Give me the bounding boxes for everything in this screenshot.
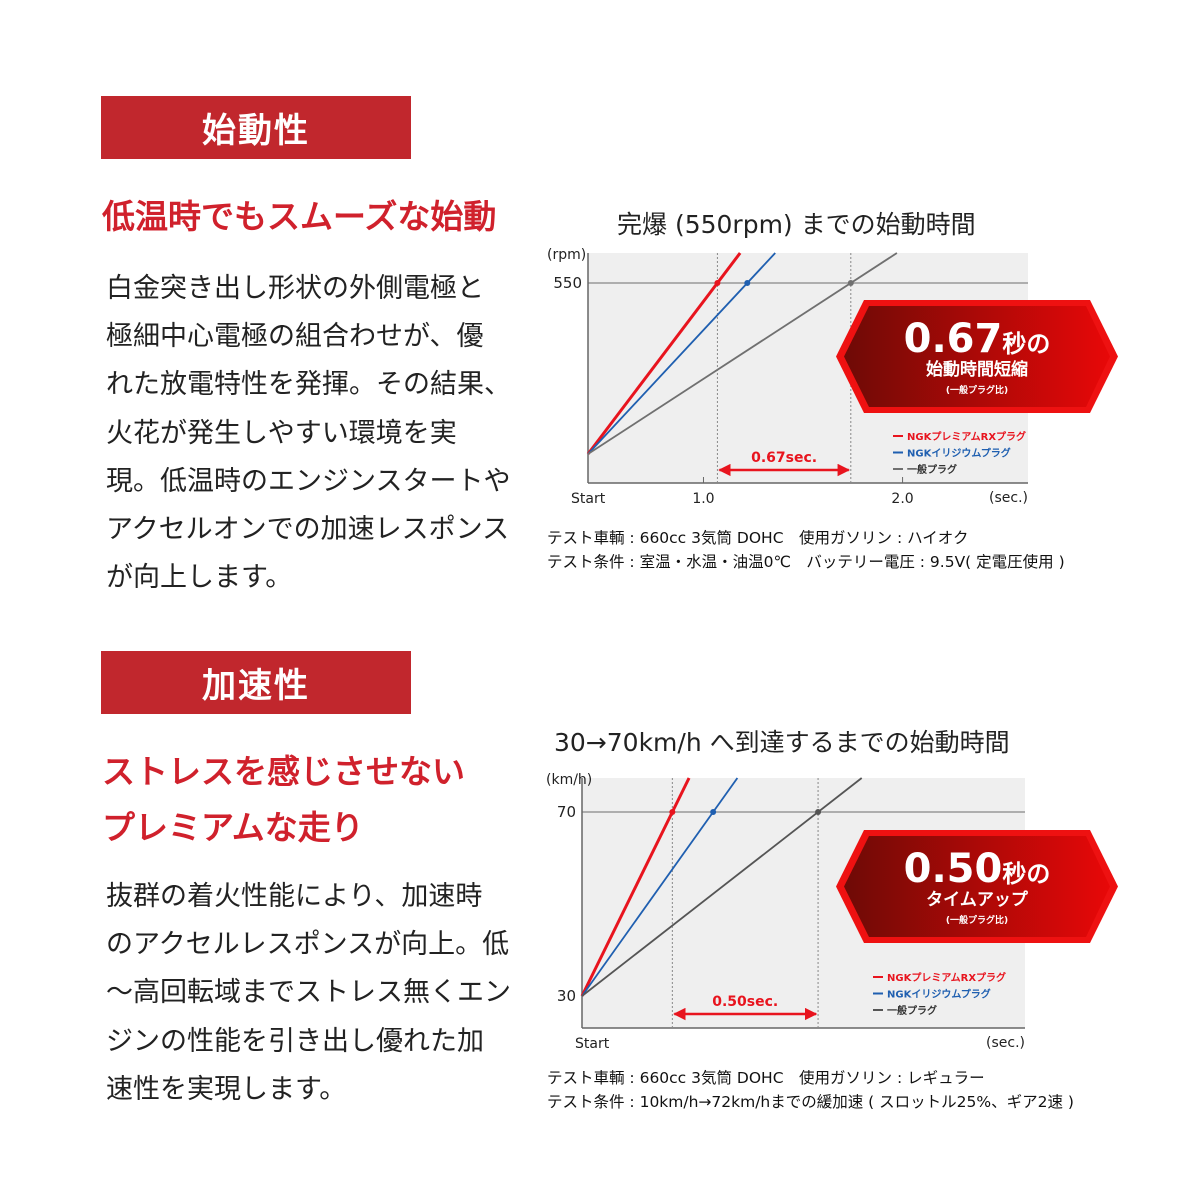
section-header-starting: 始動性 xyxy=(101,96,411,159)
body-line: 現。低温時のエンジンスタートや xyxy=(106,465,511,497)
body-line: が向上します。 xyxy=(106,562,293,594)
series-point-1 xyxy=(710,809,717,815)
body-line: れた放電特性を発揮。その結果、 xyxy=(106,369,511,401)
badge-inner xyxy=(844,836,1110,937)
section-header-acceleration: 加速性 xyxy=(101,651,411,714)
series-point-0 xyxy=(669,809,676,815)
legend-label: NGKプレミアムRXプラグ xyxy=(907,430,1026,443)
test-notes: テスト車輌 : 660cc 3気筒 DOHC 使用ガソリン : ハイオク テスト… xyxy=(547,526,1065,574)
series-line-2 xyxy=(587,252,898,455)
note-line: テスト車輌 : 660cc 3気筒 DOHC 使用ガソリン : ハイオク xyxy=(547,529,969,547)
test-notes: テスト車輌 : 660cc 3気筒 DOHC 使用ガソリン : レギュラー テス… xyxy=(547,1066,1074,1114)
body-line: ～高回転域までストレス無くエン xyxy=(106,977,511,1009)
section-subtitle: ストレスを感じさせない プレミアムな走り xyxy=(102,744,465,856)
series-point-1 xyxy=(744,280,751,286)
subtitle-line: ストレスを感じさせない xyxy=(102,752,465,791)
x-axis-label: (sec.) xyxy=(989,490,1028,506)
x-tick-label: 1.0 xyxy=(692,491,714,507)
y-tick-label: 30 xyxy=(557,987,576,1005)
badge-inner xyxy=(844,306,1110,407)
note-line: テスト条件 : 室温・水温・油温0℃ バッテリー電圧 : 9.5V( 定電圧使用… xyxy=(547,553,1065,571)
series-line-1 xyxy=(587,252,776,455)
legend-label: NGKプレミアムRXプラグ xyxy=(887,971,1006,984)
badge-subline: タイムアップ xyxy=(926,889,1029,910)
body-line: ジンの性能を引き出し優れた加 xyxy=(106,1025,484,1057)
legend-label: 一般プラグ xyxy=(907,463,957,476)
legend-label: 一般プラグ xyxy=(887,1004,937,1017)
series-line-0 xyxy=(586,252,742,455)
x-tick-label: 2.0 xyxy=(891,491,913,507)
body-line: 火花が発生しやすい環境を実 xyxy=(106,417,457,449)
note-line: テスト条件 : 10km/h→72km/hまでの緩加速 ( スロットル25%、ギ… xyxy=(547,1093,1074,1111)
x-start-label: Start xyxy=(571,491,606,507)
badge-note: (一般プラグ比) xyxy=(946,384,1008,396)
series-line-2 xyxy=(581,777,863,997)
body-line: 抜群の着火性能により、加速時 xyxy=(106,881,483,912)
legend-label: NGKイリジウムプラグ xyxy=(907,447,1011,460)
y-axis-label: (rpm) xyxy=(547,247,586,263)
section-body: 抜群の着火性能により、加速時 のアクセルレスポンスが向上。低 ～高回転域までスト… xyxy=(106,873,511,1114)
y-axis-label: (km/h) xyxy=(546,772,592,788)
chart-title: 完爆 (550rpm) までの始動時間 xyxy=(617,210,976,239)
y-tick-label: 70 xyxy=(557,803,576,821)
badge-headline: 0.50秒の xyxy=(904,846,1051,892)
section-body: 白金突き出し形状の外側電極と 極細中心電極の組合わせが、優 れた放電特性を発揮。… xyxy=(106,265,511,602)
subtitle-line: プレミアムな走り xyxy=(102,808,364,847)
y-tick-label: 550 xyxy=(553,274,582,292)
x-axis-label: (sec.) xyxy=(986,1035,1025,1051)
series-point-2 xyxy=(815,809,822,815)
subtitle-line: 低温時でもスムーズな始動 xyxy=(102,197,497,236)
badge-note: (一般プラグ比) xyxy=(946,914,1008,926)
difference-label: 0.67sec. xyxy=(751,450,817,466)
body-line: のアクセルレスポンスが向上。低 xyxy=(106,929,510,961)
note-line: テスト車輌 : 660cc 3気筒 DOHC 使用ガソリン : レギュラー xyxy=(547,1069,985,1087)
body-line: 極細中心電極の組合わせが、優 xyxy=(106,321,484,353)
badge-subline: 始動時間短縮 xyxy=(926,359,1028,380)
body-line: アクセルオンでの加速レスポンス xyxy=(106,514,510,546)
legend-label: NGKイリジウムプラグ xyxy=(887,988,991,1001)
difference-label: 0.50sec. xyxy=(712,994,778,1010)
body-line: 白金突き出し形状の外側電極と xyxy=(106,273,484,304)
series-point-0 xyxy=(714,280,721,286)
section-subtitle: 低温時でもスムーズな始動 xyxy=(102,189,496,245)
badge-headline: 0.67秒の xyxy=(904,316,1051,362)
series-point-2 xyxy=(847,280,854,286)
body-line: 速性を実現します。 xyxy=(106,1073,347,1105)
chart-title: 30→70km/h へ到達するまでの始動時間 xyxy=(554,728,1010,757)
x-start-label: Start xyxy=(575,1036,610,1052)
